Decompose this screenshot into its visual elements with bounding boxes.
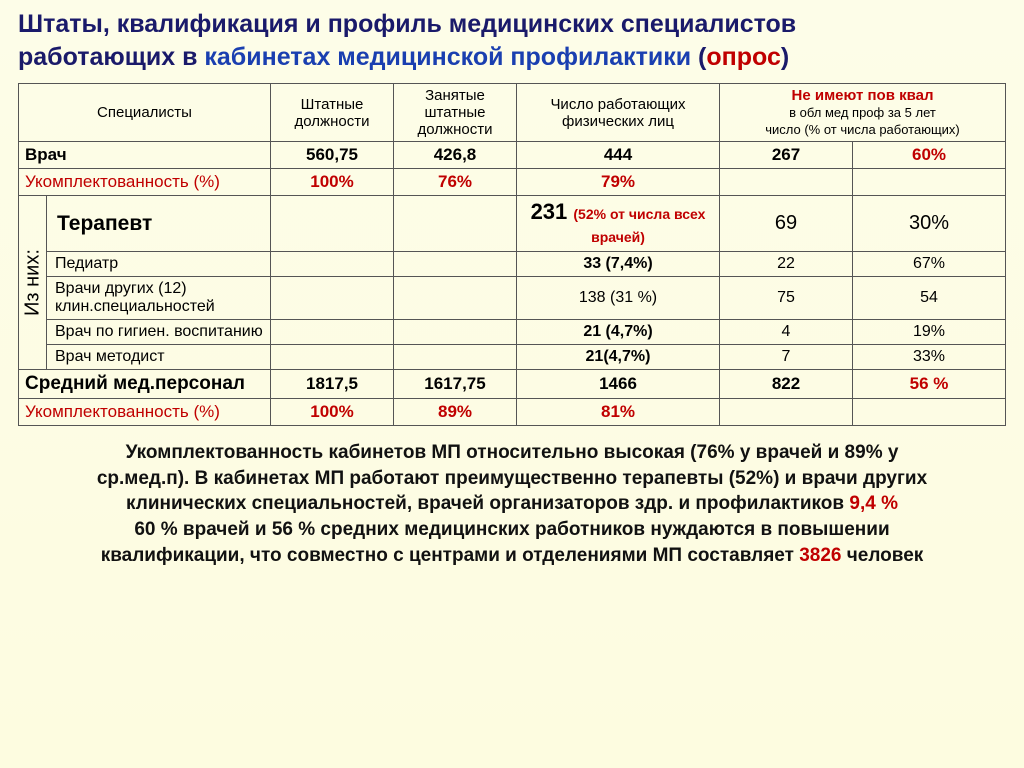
slide-title: Штаты, квалификация и профиль медицински… (18, 8, 1006, 73)
cell: 30% (853, 196, 1006, 252)
cell: Врачи других (12) клин.специальностей (47, 277, 271, 320)
cell: 560,75 (271, 142, 394, 169)
cell (271, 196, 394, 252)
cell: 1617,75 (394, 370, 517, 399)
title-line2e: ) (781, 43, 789, 71)
th-specialists: Специалисты (19, 84, 271, 142)
cell: 54 (853, 277, 1006, 320)
row-vrach: Врач 560,75 426,8 444 267 60% (19, 142, 1006, 169)
cell: 60% (853, 142, 1006, 169)
cell (394, 345, 517, 370)
cell: 21 (4,7%) (517, 320, 720, 345)
row-uk2: Укомплектованность (%) 100% 89% 81% (19, 399, 1006, 426)
cell: Укомплектованность (%) (19, 399, 271, 426)
title-line1: Штаты, квалификация и профиль медицински… (18, 10, 796, 38)
cell: Врач методист (47, 345, 271, 370)
cell: 21(4,7%) (517, 345, 720, 370)
cell: 100% (271, 399, 394, 426)
cell: 79% (517, 169, 720, 196)
cell: Укомплектованность (%) (19, 169, 271, 196)
cell: 22 (720, 252, 853, 277)
th-noqual-a: Не имеют пов квал (792, 87, 934, 104)
row-ped: Педиатр 33 (7,4%) 22 67% (19, 252, 1006, 277)
cell: Средний мед.персонал (19, 370, 271, 399)
row-other: Врачи других (12) клин.специальностей 13… (19, 277, 1006, 320)
cell: 444 (517, 142, 720, 169)
cell: 267 (720, 142, 853, 169)
th-zanyat: Занятые штатные должности (394, 84, 517, 142)
izn-label: Из них: (19, 196, 47, 370)
cell: 19% (853, 320, 1006, 345)
row-method: Врач методист 21(4,7%) 7 33% (19, 345, 1006, 370)
cell: Педиатр (47, 252, 271, 277)
title-line2d: опрос (706, 43, 781, 71)
cell (271, 252, 394, 277)
th-shtat: Штатные должности (271, 84, 394, 142)
cell (720, 399, 853, 426)
cell (394, 252, 517, 277)
cell: 69 (720, 196, 853, 252)
cell (271, 345, 394, 370)
cell (394, 320, 517, 345)
row-therap: Из них: Терапевт 231 (52% от числа всех … (19, 196, 1006, 252)
row-uk1: Укомплектованность (%) 100% 76% 79% (19, 169, 1006, 196)
th-chislo: Число работающих физических лиц (517, 84, 720, 142)
cell: 4 (720, 320, 853, 345)
cell: 1817,5 (271, 370, 394, 399)
title-line2b: кабинетах медицинской профилактики (204, 43, 691, 71)
cell (394, 196, 517, 252)
cell (271, 277, 394, 320)
cell: 822 (720, 370, 853, 399)
cell: 67% (853, 252, 1006, 277)
cell: 81% (517, 399, 720, 426)
cell: 75 (720, 277, 853, 320)
cell: 76% (394, 169, 517, 196)
row-gig: Врач по гигиен. воспитанию 21 (4,7%) 4 1… (19, 320, 1006, 345)
title-line2a: работающих в (18, 43, 204, 71)
cell: 33% (853, 345, 1006, 370)
cell: 89% (394, 399, 517, 426)
row-sred: Средний мед.персонал 1817,5 1617,75 1466… (19, 370, 1006, 399)
main-table: Специалисты Штатные должности Занятые шт… (18, 83, 1006, 426)
th-noqual-b: в обл мед проф за 5 лет (789, 105, 936, 120)
title-line2c: ( (691, 43, 706, 71)
cell: 100% (271, 169, 394, 196)
cell: 426,8 (394, 142, 517, 169)
cell: 33 (7,4%) (517, 252, 720, 277)
cell: Врач по гигиен. воспитанию (47, 320, 271, 345)
cell: Терапевт (47, 196, 271, 252)
cell (720, 169, 853, 196)
cell: 231 (52% от числа всех врачей) (517, 196, 720, 252)
cell (271, 320, 394, 345)
cell: 7 (720, 345, 853, 370)
cell: Врач (19, 142, 271, 169)
header-row: Специалисты Штатные должности Занятые шт… (19, 84, 1006, 142)
cell: 138 (31 %) (517, 277, 720, 320)
th-noqual: Не имеют пов квал в обл мед проф за 5 ле… (720, 84, 1006, 142)
th-noqual-c: число (% от числа работающих) (765, 122, 960, 137)
cell (394, 277, 517, 320)
footer-text: Укомплектованность кабинетов МП относите… (18, 440, 1006, 568)
cell (853, 399, 1006, 426)
cell: 56 % (853, 370, 1006, 399)
cell (853, 169, 1006, 196)
cell: 1466 (517, 370, 720, 399)
